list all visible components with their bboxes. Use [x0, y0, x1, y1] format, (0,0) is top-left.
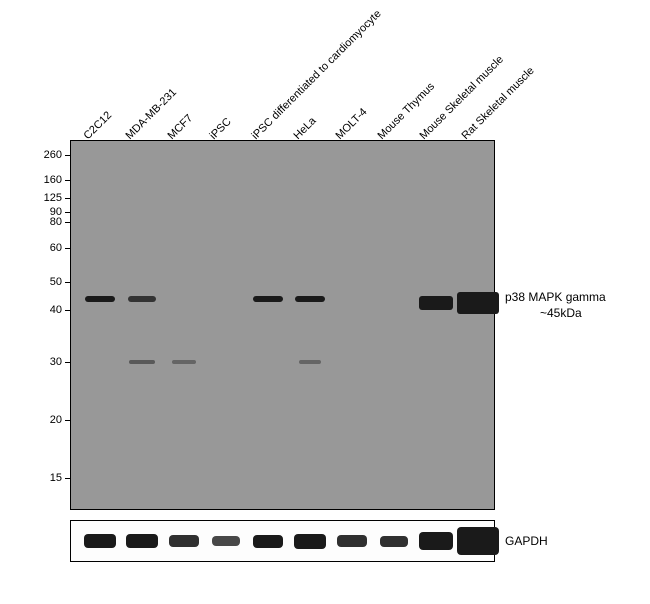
target-band	[253, 296, 283, 302]
mw-marker-label: 60	[32, 242, 62, 254]
mw-marker-label: 30	[32, 356, 62, 368]
gapdh-band	[126, 534, 158, 548]
mw-tick	[65, 222, 70, 223]
mw-tick	[65, 282, 70, 283]
mw-tick	[65, 180, 70, 181]
mw-marker-label: 80	[32, 216, 62, 228]
lane-label: HeLa	[292, 115, 319, 142]
lane-label: iPSC	[208, 116, 234, 142]
gapdh-band	[212, 536, 240, 546]
western-blot-figure: C2C12MDA-MB-231MCF7iPSCiPSC differentiat…	[0, 0, 650, 604]
mw-tick	[65, 248, 70, 249]
mw-marker-label: 20	[32, 414, 62, 426]
target-band	[419, 296, 453, 310]
mw-marker-label: 15	[32, 472, 62, 484]
target-band	[128, 296, 156, 302]
loading-control-label: GAPDH	[505, 534, 548, 548]
mw-marker-label: 160	[32, 174, 62, 186]
mw-tick	[65, 212, 70, 213]
mw-tick	[65, 198, 70, 199]
lane-label: MCF7	[166, 112, 196, 142]
nonspecific-band	[299, 360, 321, 364]
gapdh-band	[337, 535, 367, 547]
mw-marker-label: 50	[32, 276, 62, 288]
target-protein-label: p38 MAPK gamma	[505, 290, 606, 304]
mw-tick	[65, 420, 70, 421]
gapdh-band	[169, 535, 199, 547]
gapdh-band	[380, 536, 408, 547]
mw-tick	[65, 362, 70, 363]
mw-marker-label: 260	[32, 149, 62, 161]
nonspecific-band	[172, 360, 196, 364]
lane-label: Rat Skeletal muscle	[460, 65, 537, 142]
lane-label: MOLT-4	[334, 106, 370, 142]
nonspecific-band	[129, 360, 155, 364]
mw-marker-label: 40	[32, 304, 62, 316]
target-band	[295, 296, 325, 302]
gapdh-band	[253, 535, 283, 548]
target-band	[457, 292, 499, 314]
mw-marker-label: 125	[32, 192, 62, 204]
gapdh-band	[84, 534, 116, 548]
gapdh-band	[294, 534, 326, 549]
lane-label: C2C12	[82, 109, 115, 142]
main-blot-membrane	[70, 140, 495, 510]
gapdh-band	[419, 532, 453, 550]
target-band	[85, 296, 115, 302]
mw-tick	[65, 310, 70, 311]
lane-label: Mouse Skeletal muscle	[418, 54, 506, 142]
mw-tick	[65, 478, 70, 479]
mw-tick	[65, 155, 70, 156]
gapdh-band	[457, 527, 499, 555]
target-size-label: ~45kDa	[540, 306, 582, 320]
